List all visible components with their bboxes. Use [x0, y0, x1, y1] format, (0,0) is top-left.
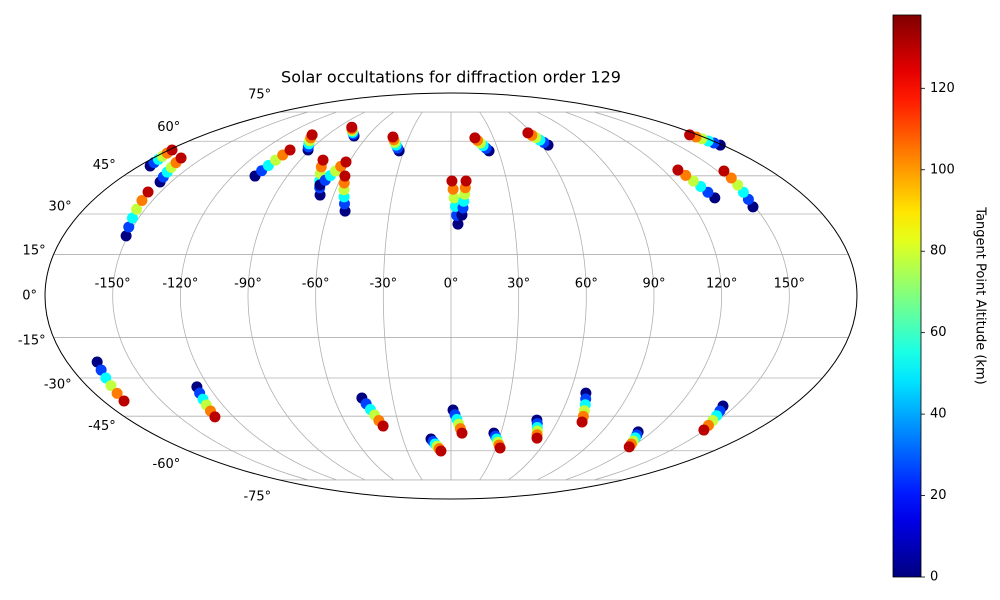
y-tick-label: -30°	[44, 377, 72, 392]
grid-line	[247, 111, 366, 481]
chart-title: Solar occultations for diffraction order…	[281, 68, 621, 87]
point	[460, 175, 472, 187]
point	[120, 230, 132, 242]
point	[346, 121, 358, 133]
x-tick-label: -90°	[234, 277, 262, 292]
point	[456, 427, 468, 439]
point	[175, 152, 187, 164]
point	[447, 183, 459, 195]
point	[435, 445, 447, 457]
point	[725, 172, 737, 184]
grid-line	[382, 111, 423, 481]
point	[698, 424, 710, 436]
tick-labels: -150° -120° -90° -60° -30° 0° 30° 60° 90° 120° 150…	[18, 87, 805, 504]
point	[306, 129, 318, 141]
point	[131, 203, 143, 215]
x-tick-label: 90°	[642, 277, 665, 292]
x-tick-label: 30°	[507, 277, 530, 292]
colorbar-tick-label: 60	[930, 325, 947, 340]
point	[339, 170, 351, 182]
colorbar-tick-label: 80	[930, 244, 947, 259]
y-tick-label: 60°	[157, 120, 180, 135]
point	[576, 416, 588, 428]
point	[142, 186, 154, 198]
y-tick-label: 15°	[23, 243, 46, 258]
grid-line	[536, 111, 655, 481]
map-border	[44, 92, 858, 500]
y-tick-label: 0°	[22, 289, 37, 304]
colorbar-tick-label: 20	[930, 488, 947, 503]
grid-line	[112, 111, 308, 481]
point	[448, 192, 460, 204]
y-tick-label: 45°	[93, 158, 116, 173]
grid-line	[179, 111, 337, 481]
point	[95, 364, 107, 376]
y-tick-label: 30°	[49, 200, 72, 215]
colorbar-tick-label: 40	[930, 407, 947, 422]
point	[387, 131, 399, 143]
point	[317, 154, 329, 166]
point	[123, 221, 135, 233]
colorbar-tick-label: 0	[930, 570, 938, 585]
point	[494, 442, 506, 454]
point	[340, 156, 352, 168]
y-tick-label: 75°	[248, 87, 271, 102]
point	[111, 387, 123, 399]
point	[136, 194, 148, 206]
y-tick-label: -45°	[88, 419, 116, 434]
x-tick-label: -30°	[369, 277, 397, 292]
grid-line	[565, 111, 723, 481]
point	[105, 380, 117, 392]
point	[732, 179, 744, 191]
colorbar-tick-label: 100	[930, 162, 955, 177]
point	[531, 432, 543, 444]
point	[687, 175, 699, 187]
x-tick-label: 0°	[444, 277, 459, 292]
point	[284, 144, 296, 156]
point	[522, 127, 534, 139]
point	[377, 420, 389, 432]
point	[623, 441, 635, 453]
grid-line	[594, 111, 790, 481]
point	[672, 164, 684, 176]
point	[452, 218, 464, 230]
y-tick-label: -60°	[153, 457, 181, 472]
x-tick-label: 120°	[706, 277, 737, 292]
point	[118, 395, 130, 407]
x-tick-label: -60°	[302, 277, 330, 292]
grid-line	[508, 111, 587, 481]
x-tick-label: -150°	[95, 277, 131, 292]
x-tick-label: -120°	[162, 277, 198, 292]
point	[684, 129, 696, 141]
point	[126, 212, 138, 224]
point	[718, 165, 730, 177]
point	[446, 175, 458, 187]
point	[209, 411, 221, 423]
x-tick-label: 60°	[575, 277, 598, 292]
y-tick-label: -15°	[18, 334, 46, 349]
points	[91, 121, 759, 457]
grid-line	[479, 111, 520, 481]
colorbar-label: Tangent Point Altitude (km)	[973, 206, 988, 384]
point	[469, 132, 481, 144]
y-tick-label: -75°	[243, 490, 271, 505]
colorbar-tick-label: 120	[930, 81, 955, 96]
x-tick-label: 150°	[774, 277, 805, 292]
colorbar	[892, 14, 922, 578]
point	[680, 169, 692, 181]
colorbar-ticks: 0 20 40 60 80 100 120	[921, 81, 955, 585]
